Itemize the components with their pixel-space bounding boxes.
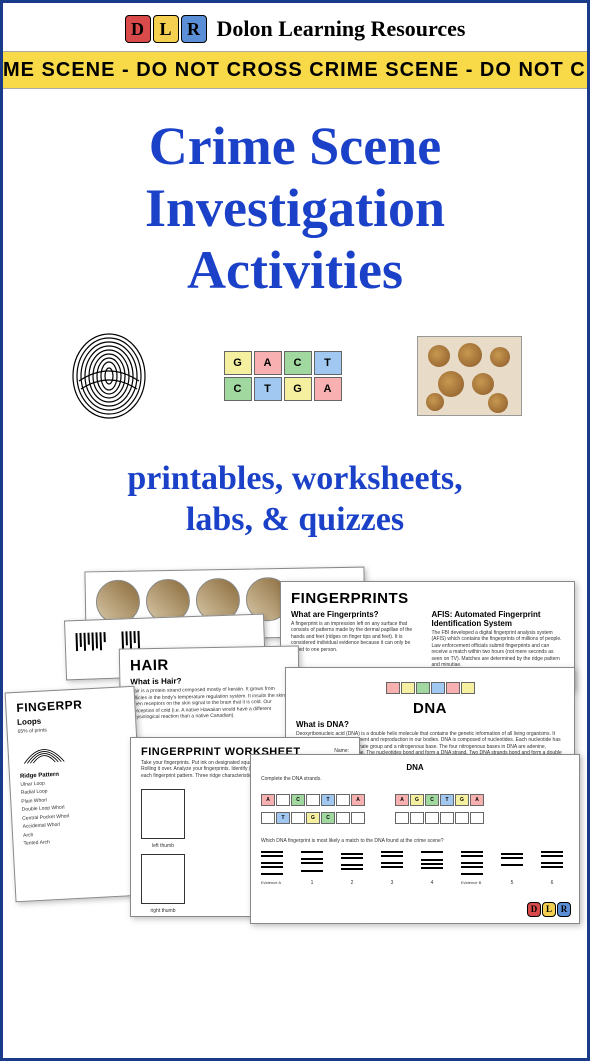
subtitle-line-2: labs, & quizzes: [23, 500, 567, 541]
thumb-box: [141, 854, 185, 904]
dna-base: C: [284, 351, 312, 375]
dna-base: T: [314, 351, 342, 375]
logo-letter-d: D: [125, 15, 151, 43]
crime-scene-tape: ME SCENE - DO NOT CROSS CRIME SCENE - DO…: [3, 51, 587, 89]
title-line-2: Investigation: [23, 177, 567, 239]
sheet-body: A fingerprint is an impression left on a…: [291, 621, 424, 654]
icons-row: G A C T C T G A: [3, 321, 587, 431]
pollen-image: [417, 336, 522, 416]
dna-base: G: [284, 377, 312, 401]
worksheets-stack: FINGERPRINTS What are Fingerprints? A fi…: [15, 569, 575, 929]
dna-base: T: [254, 377, 282, 401]
brand-name: Dolon Learning Resources: [217, 16, 466, 42]
sheet-heading: AFIS: Automated Fingerprint Identificati…: [432, 610, 565, 628]
sheet-loops: FINGERPR Loops 65% of prints Ridge Patte…: [5, 686, 146, 903]
sheet-heading: What are Fingerprints?: [291, 610, 424, 619]
sheet-body: The FBI developed a digital fingerprint …: [432, 630, 565, 669]
question: Which DNA fingerprint is most likely a m…: [261, 838, 569, 845]
complete-label: Complete the DNA strands.: [261, 776, 569, 783]
header: D L R Dolon Learning Resources: [3, 3, 587, 51]
evidence-bars: [261, 851, 569, 875]
dna-base: C: [224, 377, 252, 401]
dna-base: A: [254, 351, 282, 375]
sheet-heading: What is DNA?: [296, 720, 564, 729]
title-line-1: Crime Scene: [23, 115, 567, 177]
loop-icon: [18, 733, 70, 766]
sheet-title: FINGERPRINTS: [291, 590, 564, 607]
sheet-title: DNA: [261, 763, 569, 772]
thumb-label: left thumb: [141, 843, 185, 850]
thumb-label: right thumb: [141, 908, 185, 915]
thumb-box: [141, 789, 185, 839]
subtitle-line-1: printables, worksheets,: [23, 459, 567, 500]
brand-logo: D L R: [125, 15, 207, 43]
sheet-title: DNA: [296, 700, 564, 717]
corner-logo: D L R: [527, 902, 571, 917]
logo-letter-r: R: [181, 15, 207, 43]
main-title: Crime Scene Investigation Activities: [3, 89, 587, 321]
subtitle: printables, worksheets, labs, & quizzes: [3, 431, 587, 559]
sheet-title: FINGERPR: [16, 695, 125, 715]
fingerprint-icon: [69, 331, 149, 421]
title-line-3: Activities: [23, 239, 567, 301]
dna-sequence-icon: G A C T C T G A: [220, 329, 346, 423]
sheet-dna-worksheet: DNA Complete the DNA strands. ACTA TGC A…: [250, 754, 580, 924]
logo-letter-l: L: [153, 15, 179, 43]
sheet-body: Hair is a protein strand composed mostly…: [130, 686, 289, 721]
sheet-title: HAIR: [130, 655, 288, 675]
sheet-heading: What is Hair?: [130, 675, 288, 687]
dna-base: G: [224, 351, 252, 375]
dna-base: A: [314, 377, 342, 401]
